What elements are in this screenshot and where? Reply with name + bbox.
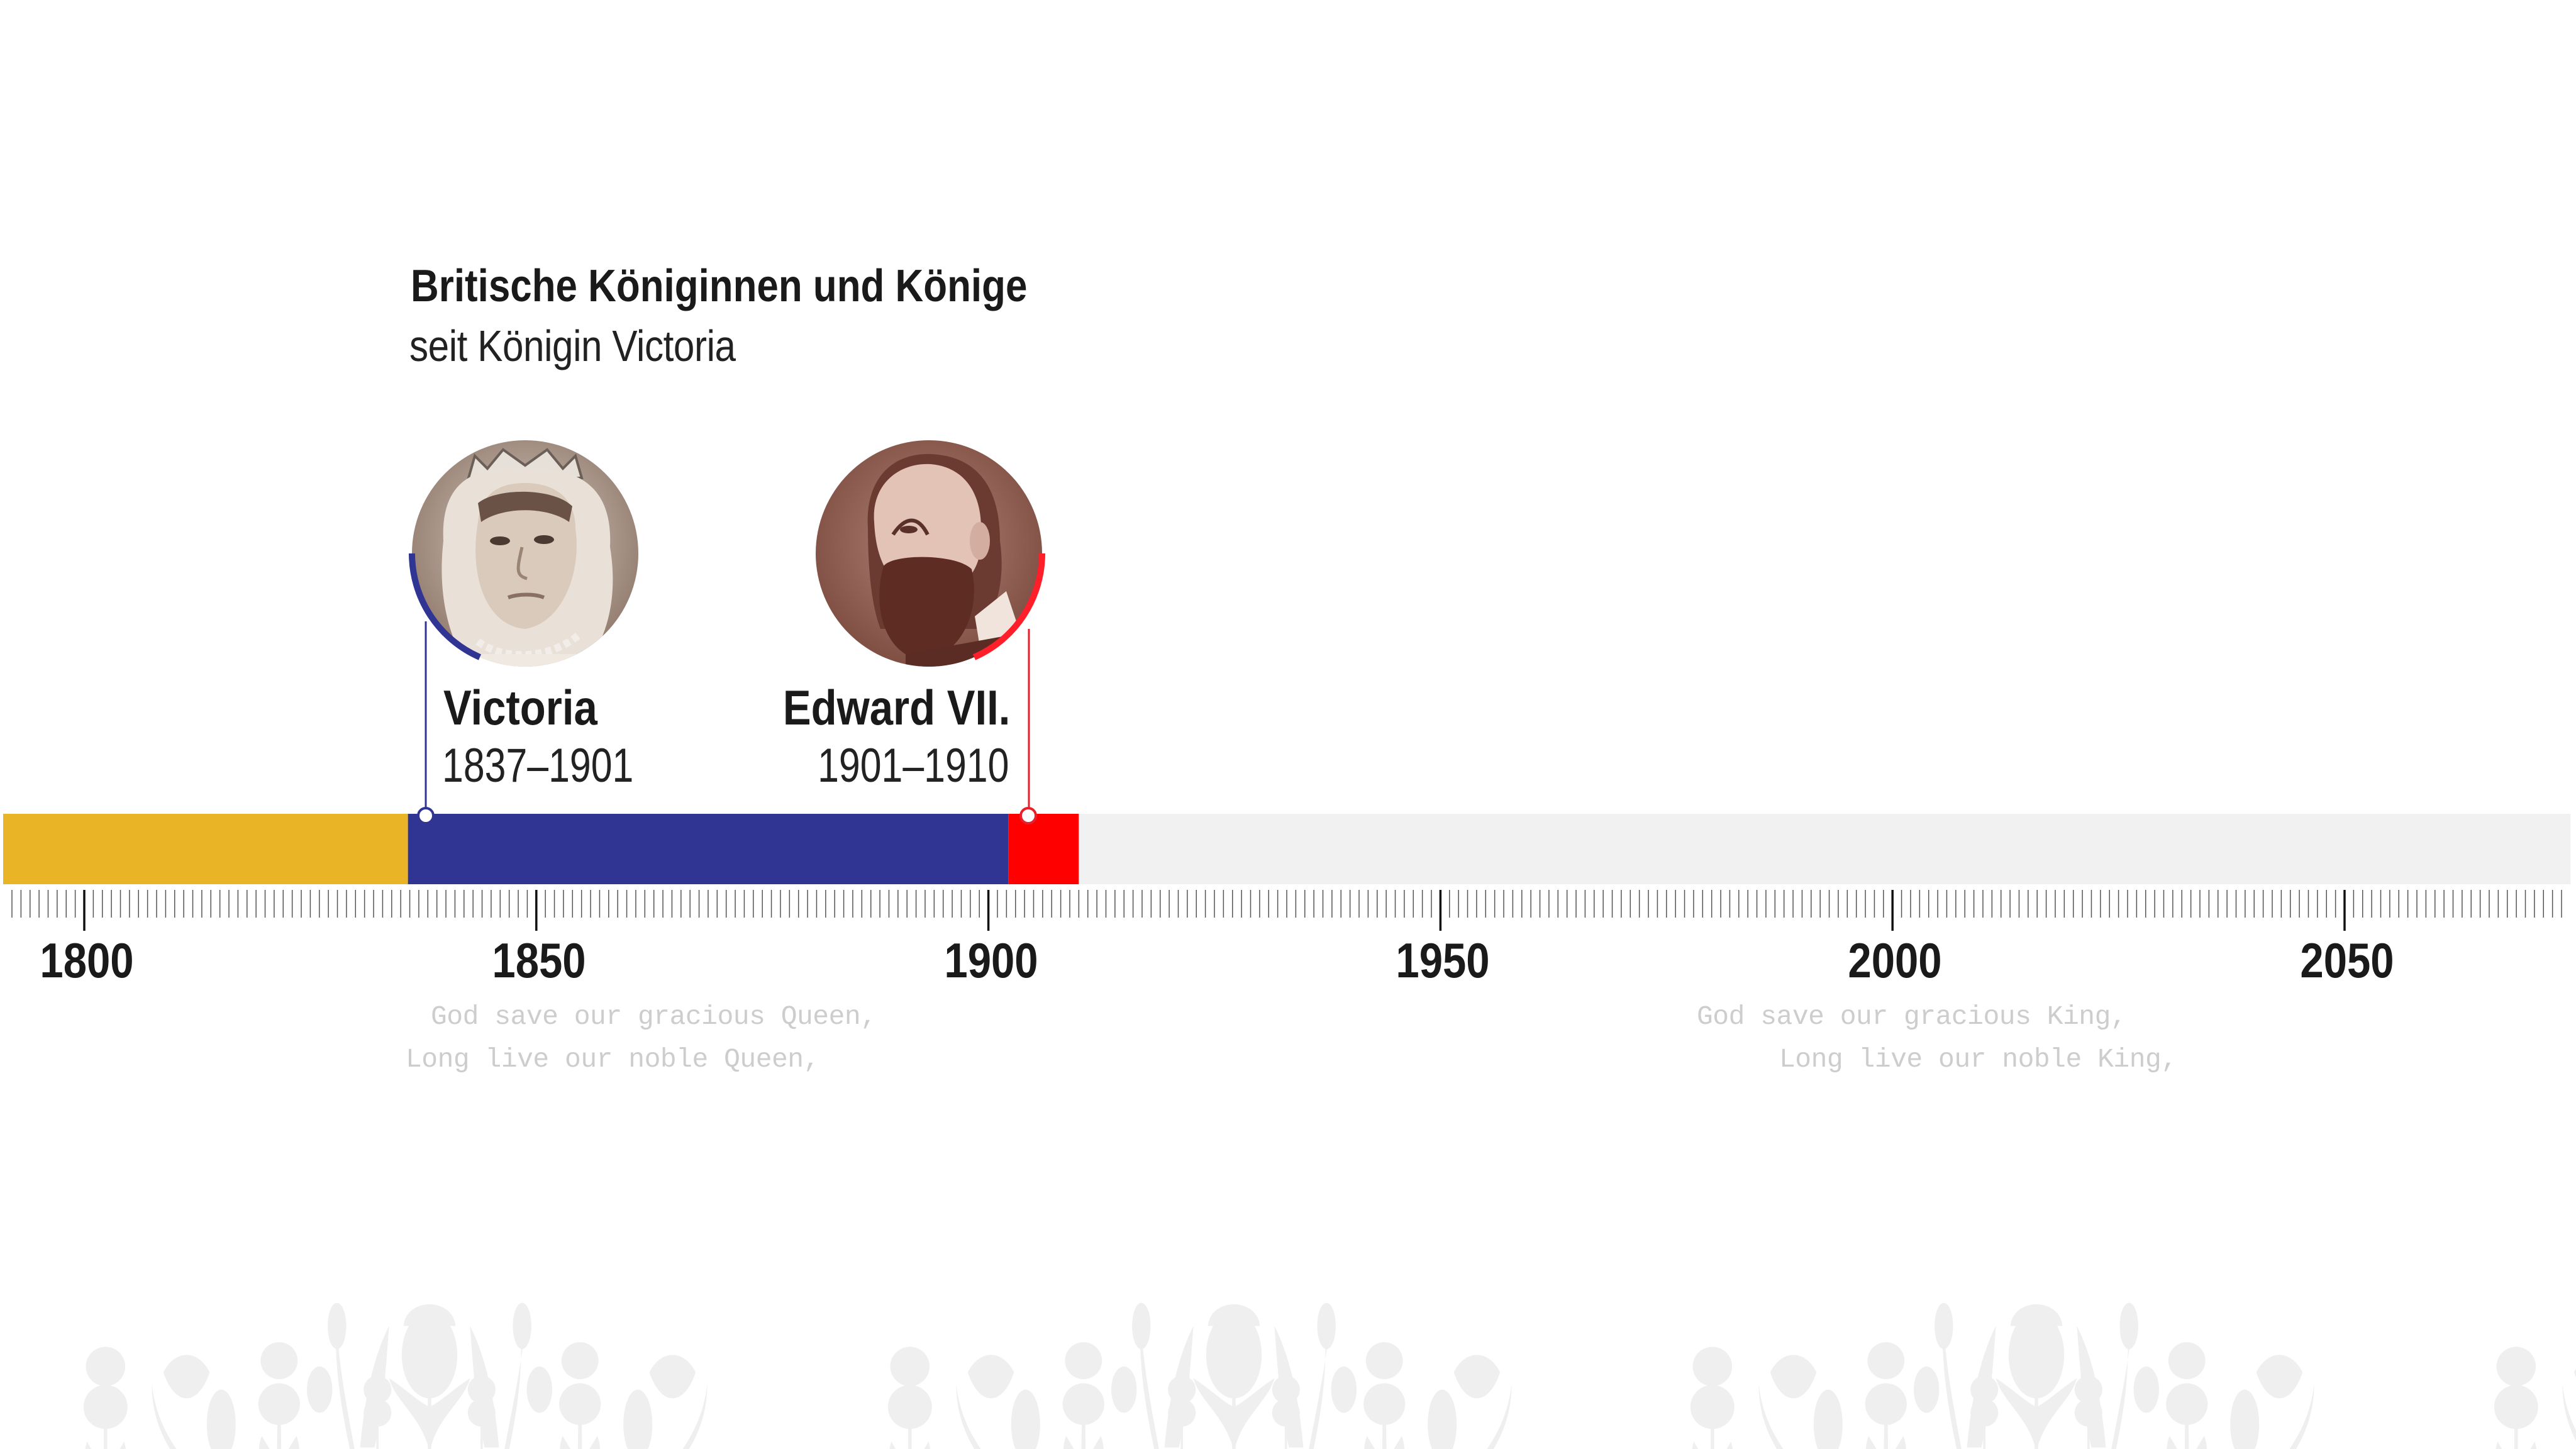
portrait-photo-edward-vii xyxy=(816,440,1042,667)
reign-arc-edward-vii xyxy=(972,553,1045,660)
timeline-segment-3 xyxy=(1079,814,2571,884)
floral-ornament-icon xyxy=(887,1302,1512,1449)
floral-ornament-icon xyxy=(1690,1302,2314,1449)
chart-subtitle: seit Königin Victoria xyxy=(409,321,736,370)
lyric-king-line-2: Long live our noble King, xyxy=(1779,1044,2177,1075)
portrait-edward-vii xyxy=(816,440,1045,667)
monarch-dates-edward-vii: 1901–1910 xyxy=(817,739,1009,792)
lyric-queen-line-1: God save our gracious Queen, xyxy=(431,1001,877,1032)
tick-label: 1850 xyxy=(492,933,586,988)
timeline-bar xyxy=(3,814,2571,884)
lyric-queen-line-2: Long live our noble Queen, xyxy=(406,1044,819,1075)
timeline-segment-0 xyxy=(3,814,408,884)
reign-start-marker-victoria xyxy=(417,807,435,824)
chart-title: Britische Königinnen und Könige xyxy=(411,261,1028,311)
portrait-photo-victoria xyxy=(412,440,638,667)
floral-ornament-band xyxy=(83,1302,2576,1449)
portrait-victoria xyxy=(409,440,638,667)
tick-label: 1950 xyxy=(1396,933,1491,988)
reign-start-marker-edward-vii xyxy=(1019,807,1037,824)
monarch-dates-victoria: 1837–1901 xyxy=(442,739,634,792)
tick-label: 1800 xyxy=(40,933,134,988)
year-axis xyxy=(11,890,2562,931)
monarch-name-victoria: Victoria xyxy=(443,680,597,735)
reign-arc-victoria xyxy=(409,553,482,660)
tick-label: 1900 xyxy=(943,933,1038,988)
reign-segment-edward-vii xyxy=(1008,814,1079,884)
lyric-king-line-1: God save our gracious King, xyxy=(1697,1001,2127,1032)
tick-label: 2000 xyxy=(1848,933,1942,988)
tick-label: 2050 xyxy=(2300,933,2394,988)
floral-ornament-icon xyxy=(2494,1302,2576,1449)
floral-ornament-icon xyxy=(83,1302,708,1449)
reign-segment-victoria xyxy=(408,814,1009,884)
monarch-name-edward-vii: Edward VII. xyxy=(782,680,1010,735)
